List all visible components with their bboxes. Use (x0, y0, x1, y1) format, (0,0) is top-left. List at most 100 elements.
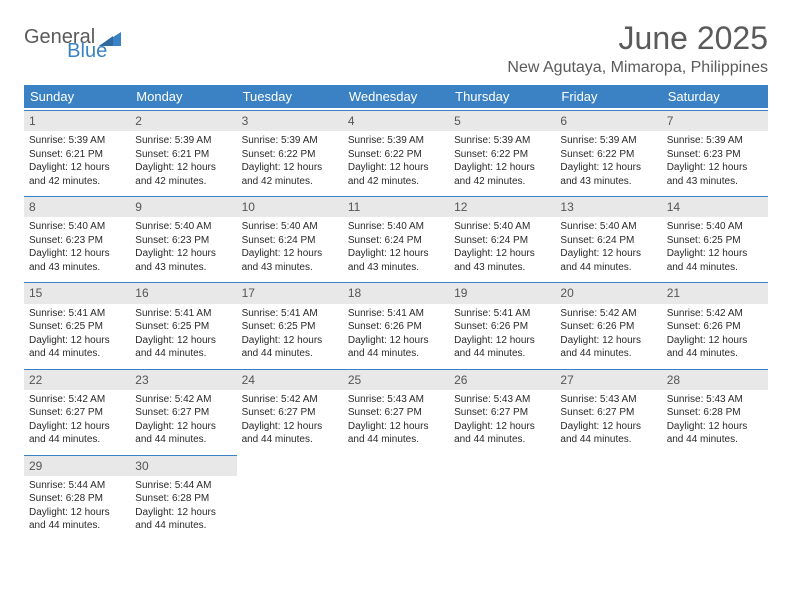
day-content: Sunrise: 5:39 AMSunset: 6:21 PMDaylight:… (133, 134, 233, 188)
day-cell: 10Sunrise: 5:40 AMSunset: 6:24 PMDayligh… (237, 194, 343, 280)
header: General Blue June 2025 New Agutaya, Mima… (24, 20, 768, 77)
daylight-line: Daylight: 12 hours and 44 minutes. (29, 420, 125, 447)
empty-cell (662, 453, 768, 539)
title-block: June 2025 New Agutaya, Mimaropa, Philipp… (507, 20, 768, 77)
day-cell: 30Sunrise: 5:44 AMSunset: 6:28 PMDayligh… (130, 453, 236, 539)
daylight-line: Daylight: 12 hours and 43 minutes. (560, 161, 656, 188)
daylight-line: Daylight: 12 hours and 42 minutes. (29, 161, 125, 188)
sunset-line: Sunset: 6:27 PM (454, 406, 550, 420)
page: General Blue June 2025 New Agutaya, Mima… (0, 0, 792, 559)
empty-cell (237, 453, 343, 539)
daylight-line: Daylight: 12 hours and 43 minutes. (348, 247, 444, 274)
sunrise-line: Sunrise: 5:40 AM (242, 220, 338, 234)
sunrise-line: Sunrise: 5:43 AM (667, 393, 763, 407)
sunrise-line: Sunrise: 5:40 AM (29, 220, 125, 234)
daylight-line: Daylight: 12 hours and 44 minutes. (560, 420, 656, 447)
location: New Agutaya, Mimaropa, Philippines (507, 59, 768, 77)
day-content: Sunrise: 5:40 AMSunset: 6:25 PMDaylight:… (665, 220, 765, 274)
sunset-line: Sunset: 6:27 PM (348, 406, 444, 420)
sunset-line: Sunset: 6:26 PM (348, 320, 444, 334)
daylight-line: Daylight: 12 hours and 44 minutes. (667, 334, 763, 361)
sunrise-line: Sunrise: 5:42 AM (560, 307, 656, 321)
month-title: June 2025 (507, 20, 768, 57)
sunset-line: Sunset: 6:24 PM (348, 234, 444, 248)
day-content: Sunrise: 5:39 AMSunset: 6:22 PMDaylight:… (346, 134, 446, 188)
daylight-line: Daylight: 12 hours and 44 minutes. (454, 420, 550, 447)
daylight-line: Daylight: 12 hours and 44 minutes. (560, 247, 656, 274)
day-content: Sunrise: 5:39 AMSunset: 6:21 PMDaylight:… (27, 134, 127, 188)
daylight-line: Daylight: 12 hours and 44 minutes. (242, 334, 338, 361)
day-cell: 19 Sunrise: 5:41 AMSunset: 6:26 PMDayligh… (449, 280, 555, 366)
day-number: 21 (662, 282, 768, 303)
sunrise-line: Sunrise: 5:41 AM (135, 307, 231, 321)
day-content: Sunrise: 5:41 AMSunset: 6:26 PMDaylight:… (452, 307, 552, 361)
sunset-line: Sunset: 6:22 PM (454, 148, 550, 162)
day-number: 9 (130, 196, 236, 217)
day-content: Sunrise: 5:39 AMSunset: 6:22 PMDaylight:… (452, 134, 552, 188)
sunset-line: Sunset: 6:26 PM (454, 320, 550, 334)
day-cell: 21Sunrise: 5:42 AMSunset: 6:26 PMDayligh… (662, 280, 768, 366)
day-cell: 6Sunrise: 5:39 AMSunset: 6:22 PMDaylight… (555, 108, 661, 194)
sunset-line: Sunset: 6:27 PM (135, 406, 231, 420)
day-content: Sunrise: 5:42 AMSunset: 6:27 PMDaylight:… (133, 393, 233, 447)
day-content: Sunrise: 5:40 AMSunset: 6:24 PMDaylight:… (452, 220, 552, 274)
weekday-header: Friday (555, 85, 661, 108)
sunrise-line: Sunrise: 5:41 AM (348, 307, 444, 321)
day-cell: 12 Sunrise: 5:40 AMSunset: 6:24 PMDayligh… (449, 194, 555, 280)
sunset-line: Sunset: 6:25 PM (29, 320, 125, 334)
sunrise-line: Sunrise: 5:43 AM (454, 393, 550, 407)
sunrise-line: Sunrise: 5:44 AM (135, 479, 231, 493)
sunrise-line: Sunrise: 5:39 AM (242, 134, 338, 148)
sunrise-line: Sunrise: 5:39 AM (560, 134, 656, 148)
sunset-line: Sunset: 6:23 PM (135, 234, 231, 248)
day-content: Sunrise: 5:39 AMSunset: 6:22 PMDaylight:… (240, 134, 340, 188)
sunset-line: Sunset: 6:27 PM (29, 406, 125, 420)
day-content: Sunrise: 5:40 AMSunset: 6:23 PMDaylight:… (133, 220, 233, 274)
day-cell: 9 Sunrise: 5:40 AMSunset: 6:23 PMDaylight… (130, 194, 236, 280)
day-number: 19 (449, 282, 555, 303)
daylight-line: Daylight: 12 hours and 44 minutes. (667, 247, 763, 274)
day-content: Sunrise: 5:40 AMSunset: 6:24 PMDaylight:… (558, 220, 658, 274)
daylight-line: Daylight: 12 hours and 44 minutes. (348, 334, 444, 361)
day-number: 23 (130, 369, 236, 390)
day-cell: 16Sunrise: 5:41 AMSunset: 6:25 PMDayligh… (130, 280, 236, 366)
sunset-line: Sunset: 6:25 PM (242, 320, 338, 334)
sunset-line: Sunset: 6:27 PM (242, 406, 338, 420)
daylight-line: Daylight: 12 hours and 44 minutes. (667, 420, 763, 447)
sunset-line: Sunset: 6:22 PM (560, 148, 656, 162)
sunset-line: Sunset: 6:23 PM (667, 148, 763, 162)
daylight-line: Daylight: 12 hours and 44 minutes. (348, 420, 444, 447)
day-number: 16 (130, 282, 236, 303)
daylight-line: Daylight: 12 hours and 44 minutes. (29, 334, 125, 361)
day-number: 8 (24, 196, 130, 217)
calendar-header-row: SundayMondayTuesdayWednesdayThursdayFrid… (24, 85, 768, 108)
empty-cell (343, 453, 449, 539)
sunrise-line: Sunrise: 5:40 AM (348, 220, 444, 234)
daylight-line: Daylight: 12 hours and 42 minutes. (348, 161, 444, 188)
sunrise-line: Sunrise: 5:40 AM (560, 220, 656, 234)
sunrise-line: Sunrise: 5:41 AM (454, 307, 550, 321)
day-content: Sunrise: 5:40 AMSunset: 6:24 PMDaylight:… (240, 220, 340, 274)
day-content: Sunrise: 5:42 AMSunset: 6:27 PMDaylight:… (27, 393, 127, 447)
daylight-line: Daylight: 12 hours and 44 minutes. (454, 334, 550, 361)
logo: General Blue (24, 20, 165, 49)
day-number: 5 (449, 110, 555, 131)
day-content: Sunrise: 5:41 AMSunset: 6:25 PMDaylight:… (240, 307, 340, 361)
sunset-line: Sunset: 6:24 PM (560, 234, 656, 248)
day-cell: 26Sunrise: 5:43 AMSunset: 6:27 PMDayligh… (449, 367, 555, 453)
day-number: 18 (343, 282, 449, 303)
day-content: Sunrise: 5:40 AMSunset: 6:23 PMDaylight:… (27, 220, 127, 274)
sunset-line: Sunset: 6:28 PM (29, 492, 125, 506)
sunrise-line: Sunrise: 5:43 AM (348, 393, 444, 407)
day-number: 24 (237, 369, 343, 390)
day-number: 14 (662, 196, 768, 217)
day-cell: 28Sunrise: 5:43 AMSunset: 6:28 PMDayligh… (662, 367, 768, 453)
sunrise-line: Sunrise: 5:42 AM (29, 393, 125, 407)
daylight-line: Daylight: 12 hours and 44 minutes. (29, 506, 125, 533)
sunrise-line: Sunrise: 5:41 AM (29, 307, 125, 321)
day-number: 12 (449, 196, 555, 217)
day-content: Sunrise: 5:43 AMSunset: 6:27 PMDaylight:… (558, 393, 658, 447)
day-number: 27 (555, 369, 661, 390)
daylight-line: Daylight: 12 hours and 44 minutes. (242, 420, 338, 447)
sunset-line: Sunset: 6:28 PM (135, 492, 231, 506)
